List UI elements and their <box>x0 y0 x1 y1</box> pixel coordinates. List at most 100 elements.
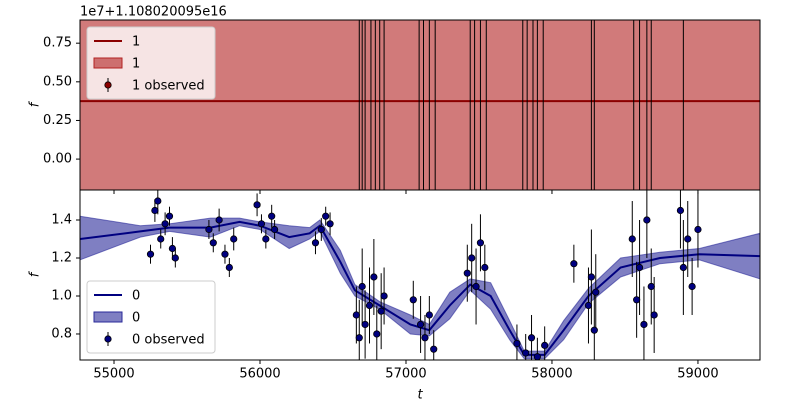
legend: 0 0 0 observed <box>86 280 216 354</box>
legend-marker <box>104 81 112 89</box>
observed-point <box>270 225 279 234</box>
observed-point <box>513 339 521 348</box>
observed-point <box>165 212 174 220</box>
observed-point <box>326 220 334 228</box>
observed-point <box>352 311 360 319</box>
observed-point <box>311 239 320 247</box>
legend-label: 0 observed <box>132 333 205 348</box>
observed-point <box>268 212 276 220</box>
observed-point <box>472 282 480 291</box>
legend-label: 1 <box>132 35 140 50</box>
observed-point <box>262 235 270 243</box>
observed-point <box>628 235 636 243</box>
observed-point <box>358 282 366 291</box>
observed-point <box>377 307 385 315</box>
axes-frame <box>79 189 761 361</box>
observed-point <box>527 334 536 342</box>
observed-point <box>146 250 155 258</box>
observed-point <box>633 296 641 304</box>
observed-point <box>533 353 541 360</box>
observed-point <box>205 225 213 234</box>
observed-point <box>322 212 330 220</box>
observed-point <box>409 296 417 304</box>
legend-label: 0 <box>132 311 140 326</box>
legend-frame <box>86 26 216 100</box>
observed-point <box>463 269 471 277</box>
observed-point <box>257 220 266 228</box>
legend: 1 1 1 observed <box>86 26 216 100</box>
observed-point <box>171 254 179 262</box>
observed-point <box>684 235 692 243</box>
y-tick-label: 0.8 <box>51 326 72 341</box>
observed-point <box>476 239 485 247</box>
observed-point <box>676 206 685 215</box>
y-axis-label: f <box>28 100 43 107</box>
y-tick-label: 0.00 <box>43 152 72 167</box>
observed-point <box>215 216 223 224</box>
observed-point <box>694 225 702 234</box>
observed-point <box>522 349 530 357</box>
observed-point <box>370 273 378 281</box>
observed-point <box>317 225 325 234</box>
observed-point <box>650 311 658 319</box>
offset-text: 1e7+1.108020095e16 <box>80 5 227 20</box>
observed-point <box>688 282 696 291</box>
confidence-band <box>80 20 760 190</box>
observed-point <box>154 197 162 205</box>
observed-point <box>541 341 549 349</box>
observed-point <box>221 250 229 258</box>
observed-point <box>421 334 429 342</box>
y-tick-label: 1.0 <box>51 288 72 303</box>
observed-point <box>209 239 217 247</box>
plot-area <box>80 190 760 360</box>
observed-point <box>355 334 363 342</box>
observed-point <box>168 244 177 253</box>
x-tick-label: 56000 <box>239 367 280 382</box>
observed-point <box>584 301 593 310</box>
legend-marker <box>104 335 112 343</box>
x-tick-label: 59000 <box>677 367 718 382</box>
observed-point <box>643 216 651 224</box>
observed-point <box>373 330 381 338</box>
observed-point <box>679 263 687 272</box>
x-tick-label: 55000 <box>93 367 134 382</box>
observed-point <box>365 301 374 310</box>
observed-point <box>225 263 233 272</box>
y-tick-label: 1.4 <box>51 213 72 228</box>
y-axis-label: f <box>28 270 43 277</box>
legend-patch <box>93 57 123 69</box>
observed-point <box>253 201 261 209</box>
observed-point <box>161 220 169 228</box>
observed-point <box>230 235 238 243</box>
x-tick-label: 57000 <box>385 367 426 382</box>
legend-patch <box>93 311 123 323</box>
observed-point <box>481 263 489 272</box>
observed-point <box>592 288 600 296</box>
legend-label: 0 <box>132 289 140 304</box>
observed-point <box>468 254 476 262</box>
y-tick-label: 0.25 <box>43 113 72 128</box>
y-tick-label: 0.75 <box>43 36 72 51</box>
observed-point <box>416 320 425 329</box>
y-tick-label: 0.50 <box>43 74 72 89</box>
observed-point <box>157 235 165 243</box>
observed-point <box>590 326 598 334</box>
observed-point <box>570 260 578 268</box>
legend-label: 1 observed <box>132 79 205 94</box>
legend-frame <box>86 280 216 354</box>
plot-area <box>80 20 760 190</box>
observed-point <box>635 263 644 272</box>
observed-point <box>430 345 438 353</box>
observed-point <box>361 320 369 329</box>
x-tick-label: 58000 <box>531 367 572 382</box>
y-tick-label: 1.2 <box>51 251 72 266</box>
observed-point <box>587 273 595 281</box>
observed-point <box>425 311 433 319</box>
observed-point <box>151 206 159 215</box>
x-axis-label: t <box>417 388 423 400</box>
observed-point <box>380 292 388 300</box>
legend-label: 1 <box>132 57 140 72</box>
observed-point <box>640 320 648 329</box>
observed-point <box>647 282 655 291</box>
